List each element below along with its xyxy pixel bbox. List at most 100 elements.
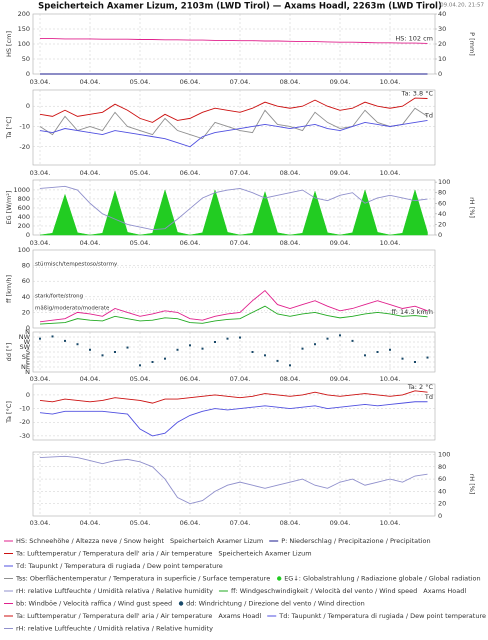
x-tick-label: 08.04. xyxy=(280,78,301,86)
line xyxy=(39,119,428,148)
y-tick-label: 0 xyxy=(26,391,30,399)
wind-direction-point xyxy=(114,351,116,353)
y-tick-label: W xyxy=(24,338,31,346)
wind-direction-point xyxy=(151,361,154,363)
wind-direction-point xyxy=(414,361,416,363)
legend-label: ff: Windgeschwindigkeit / Velocità del v… xyxy=(231,587,417,595)
y-tick-label: 200 xyxy=(18,10,30,18)
line xyxy=(39,401,428,437)
y-tick-label: 60 xyxy=(22,277,30,285)
x-tick-label: 05.04. xyxy=(130,239,151,247)
x-tick-label: 07.04. xyxy=(230,239,251,247)
legend-marker xyxy=(178,601,184,606)
x-tick-label: 06.04. xyxy=(180,519,201,527)
x-tick-label: 06.04. xyxy=(180,78,201,86)
legend-label: rH: relative Luftfeuchte / Umidità relat… xyxy=(16,625,213,633)
y-tick-label: N xyxy=(25,368,30,376)
line xyxy=(39,107,428,140)
x-tick-label: 06.04. xyxy=(180,169,201,177)
y-tick-label: 0 xyxy=(26,231,30,239)
y-tick-label: 200 xyxy=(18,222,30,230)
y-tick-label: 100 xyxy=(438,178,450,186)
y-tick-label: 100 xyxy=(18,40,30,48)
y-tick-label: 40 xyxy=(438,10,446,18)
legend-label: Axams Hoadl xyxy=(423,587,466,595)
line xyxy=(39,185,428,231)
wind-direction-point xyxy=(89,348,91,351)
y-axis-title: HS [cm] xyxy=(5,31,13,57)
wind-direction-point xyxy=(214,341,216,343)
chart-title: Speicherteich Axamer Lizum, 2103m (LWD T… xyxy=(38,2,442,12)
legend-label: P: Niederschlag / Precipitazione / Preci… xyxy=(281,537,430,545)
x-tick-label: 09.04. xyxy=(330,239,351,247)
y-tick-label: 0 xyxy=(438,231,442,239)
y-tick-label: 0 xyxy=(26,70,30,78)
end-label: HS: 102 cm xyxy=(395,34,433,42)
x-tick-label: 03.04. xyxy=(30,78,51,86)
wind-direction-point xyxy=(301,347,304,350)
wind-direction-point xyxy=(201,347,204,350)
wind-direction-point xyxy=(326,337,329,340)
x-tick-label: 04.04. xyxy=(80,169,101,177)
y-tick-label: -30 xyxy=(19,432,30,440)
x-tick-label: 07.04. xyxy=(230,519,251,527)
wind-direction-point xyxy=(176,348,179,351)
legend-marker xyxy=(277,576,282,581)
y-tick-label: 0 xyxy=(26,102,30,110)
plot-area xyxy=(32,383,436,441)
wind-direction-point xyxy=(314,343,316,346)
y-axis-title: Ta [°C] xyxy=(5,117,13,140)
x-tick-label: 04.04. xyxy=(80,78,101,86)
wind-direction-point xyxy=(139,364,141,367)
x-tick-label: 10.04. xyxy=(380,239,401,247)
x-tick-label: 06.04. xyxy=(180,375,201,383)
y-tick-label: -10 xyxy=(19,405,30,413)
legend-label: Speicherteich Axamer Lizum xyxy=(218,550,311,558)
y-tick-label: 0 xyxy=(26,324,30,332)
y-axis-title: Ta [°C] xyxy=(5,401,13,424)
x-tick-label: 08.04. xyxy=(280,169,301,177)
wind-direction-point xyxy=(289,364,291,367)
y-tick-label: 80 xyxy=(22,262,30,270)
plot-area xyxy=(32,249,436,329)
x-tick-label: 06.04. xyxy=(180,239,201,247)
legend-label: HS: Schneehöhe / Altezza neve / Snow hei… xyxy=(16,537,164,545)
x-tick-label: 07.04. xyxy=(230,375,251,383)
threshold-label: stürmisch/tempestoso/stormy xyxy=(35,262,118,268)
wind-direction-point xyxy=(126,346,129,349)
y-tick-label: 80 xyxy=(438,463,446,471)
x-tick-label: 03.04. xyxy=(30,169,51,177)
y-axis-title: ff [km/h] xyxy=(5,275,13,303)
line xyxy=(39,305,428,325)
x-tick-label: 09.04. xyxy=(330,169,351,177)
wind-direction-point xyxy=(101,354,104,357)
x-tick-label: 07.04. xyxy=(230,169,251,177)
x-tick-label: 04.04. xyxy=(80,519,101,527)
y-tick-label: S xyxy=(26,348,30,356)
wind-direction-point xyxy=(351,339,354,342)
y-tick-label: 0 xyxy=(438,70,442,78)
end-label: Ta: 3.8 °C xyxy=(401,90,434,98)
y-tick-label: 20 xyxy=(438,500,446,508)
wind-direction-point xyxy=(251,351,254,353)
y-tick-label: 60 xyxy=(438,475,446,483)
legend-label: EG↓: Globalstrahlung / Radiazione global… xyxy=(284,575,480,583)
x-tick-label: 07.04. xyxy=(230,78,251,86)
threshold-label: mäßig/moderato/moderate xyxy=(35,305,110,311)
x-tick-label: 08.04. xyxy=(280,239,301,247)
legend-label: bb: Windböe / Velocità raffica / Wind gu… xyxy=(16,600,172,608)
x-tick-label: 09.04. xyxy=(330,519,351,527)
legend-label: Td: Taupunkt / Temperatura di rugiada / … xyxy=(278,612,486,620)
y-tick-label: 600 xyxy=(18,204,30,212)
legend-label: Axams Hoadl xyxy=(218,612,261,620)
x-tick-label: 04.04. xyxy=(80,239,101,247)
y-tick-label: 30 xyxy=(438,25,446,33)
y-tick-label: E xyxy=(26,358,30,366)
x-tick-label: 10.04. xyxy=(380,78,401,86)
y-tick-label: 40 xyxy=(438,487,446,495)
y2-axis-title: rH [%] xyxy=(468,474,476,495)
end-label: Td xyxy=(424,111,433,119)
y-tick-label: SW xyxy=(19,343,30,351)
y-tick-label: 100 xyxy=(438,450,450,458)
